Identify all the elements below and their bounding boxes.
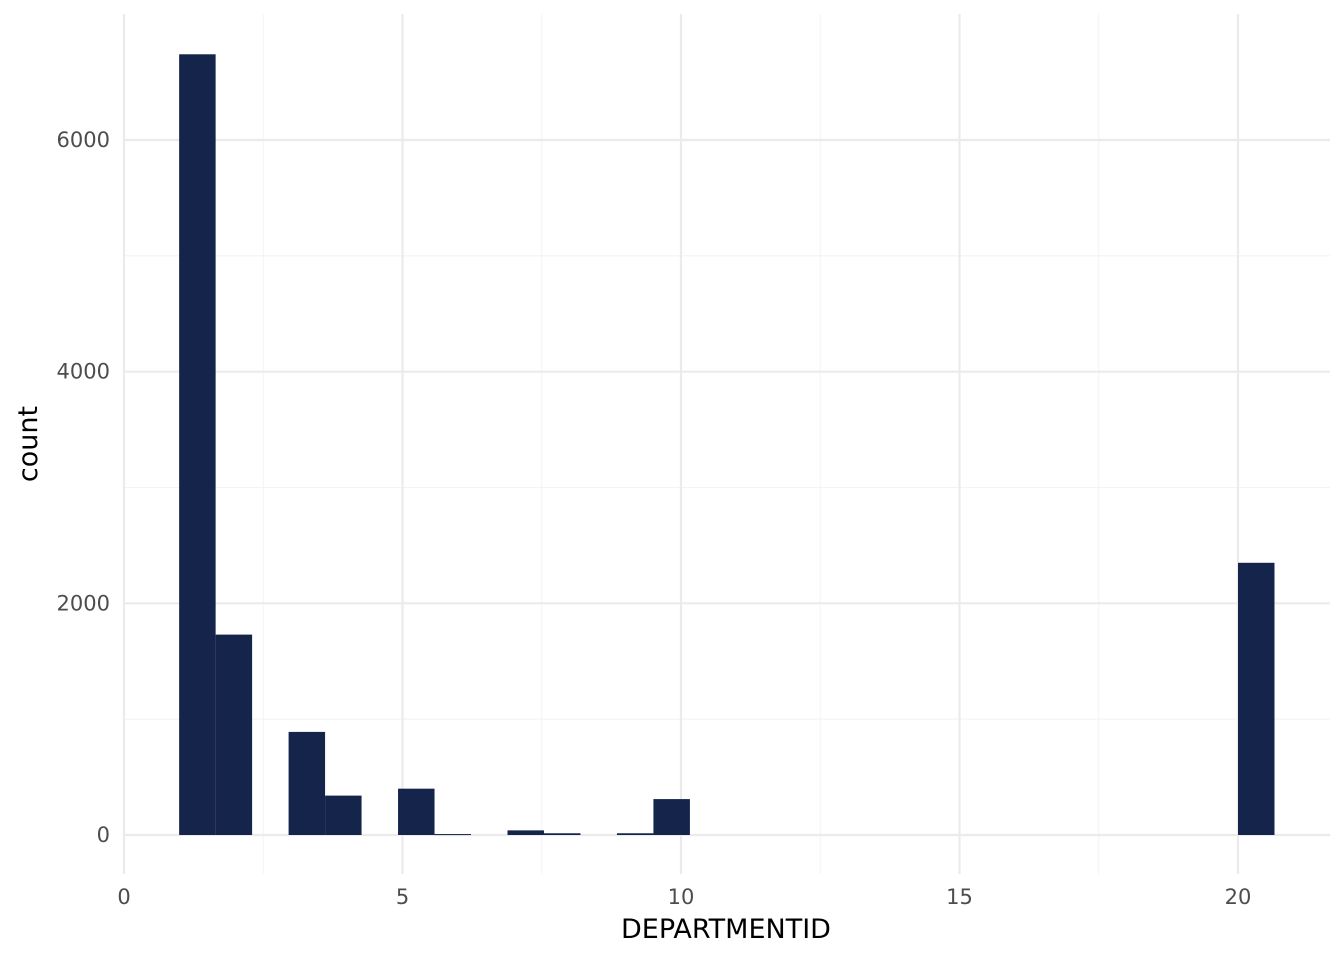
- histogram-bar: [653, 799, 690, 835]
- x-axis-tick-labels: 0 5 10 15 20: [117, 885, 1251, 909]
- x-tick-label: 5: [396, 885, 409, 909]
- histogram-bar: [179, 54, 216, 836]
- histogram-bar: [616, 833, 654, 835]
- histogram-bar: [325, 795, 362, 835]
- y-tick-label: 4000: [57, 360, 110, 384]
- histogram-bar: [215, 634, 253, 835]
- x-axis-title: DEPARTMENTID: [621, 914, 831, 945]
- histogram-bar: [1238, 562, 1275, 835]
- histogram-bar: [434, 834, 472, 836]
- histogram-bars: [179, 54, 1275, 836]
- histogram-bar: [288, 731, 326, 835]
- y-tick-label: 6000: [57, 128, 110, 152]
- major-gridlines: [122, 14, 1330, 874]
- histogram-bar: [507, 830, 544, 835]
- y-axis-tick-labels: 0 2000 4000 6000: [57, 128, 110, 847]
- y-axis-title: count: [13, 406, 44, 482]
- x-tick-label: 10: [668, 885, 695, 909]
- x-tick-label: 15: [946, 885, 973, 909]
- x-tick-label: 0: [117, 885, 130, 909]
- y-tick-label: 2000: [57, 591, 110, 615]
- histogram-bar: [398, 788, 435, 835]
- minor-gridlines: [124, 14, 1330, 874]
- x-tick-label: 20: [1225, 885, 1252, 909]
- y-tick-label: 0: [97, 823, 110, 847]
- histogram-bar: [543, 833, 581, 835]
